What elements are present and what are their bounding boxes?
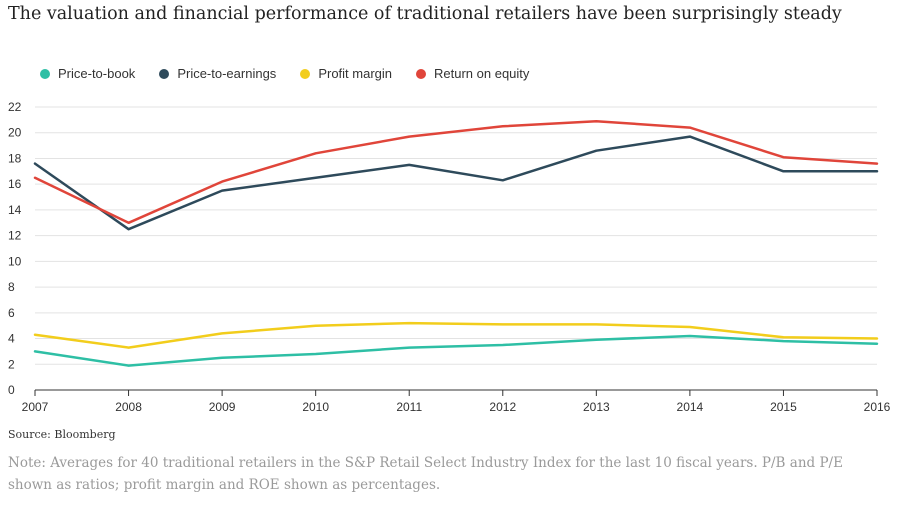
y-tick-label: 14 bbox=[8, 203, 22, 217]
y-tick-label: 12 bbox=[8, 229, 22, 243]
series-line-profit-margin bbox=[33, 321, 879, 349]
note-text: Note: Averages for 40 traditional retail… bbox=[8, 455, 843, 493]
x-tick-label: 2012 bbox=[489, 400, 516, 414]
series-line-price-to-book bbox=[33, 334, 879, 367]
y-tick-label: 8 bbox=[8, 280, 15, 294]
legend-dot-icon bbox=[416, 68, 427, 79]
legend-label: Price-to-book bbox=[58, 66, 136, 81]
x-tick-label: 2015 bbox=[770, 400, 797, 414]
legend-dot-icon bbox=[300, 68, 311, 79]
legend: Price-to-book Price-to-earnings Profit m… bbox=[40, 66, 553, 81]
x-tick-label: 2014 bbox=[677, 400, 704, 414]
x-tick-label: 2007 bbox=[22, 400, 49, 414]
chart-title: The valuation and financial performance … bbox=[8, 4, 842, 24]
legend-item-return-on-equity[interactable]: Return on equity bbox=[416, 66, 529, 81]
y-tick-label: 2 bbox=[8, 357, 15, 371]
y-tick-label: 6 bbox=[8, 306, 15, 320]
legend-dot-icon bbox=[40, 68, 50, 79]
source-text: Source: Bloomberg bbox=[8, 428, 116, 441]
legend-item-price-to-book[interactable]: Price-to-book bbox=[40, 66, 135, 81]
line-chart: 0 2 4 6 8 10 12 14 16 18 20 22 2007 2008 2009 2010 2011 2… bbox=[8, 100, 891, 414]
x-tick-label: 2009 bbox=[209, 400, 236, 414]
x-tick-label: 2010 bbox=[302, 400, 329, 414]
legend-label: Profit margin bbox=[318, 66, 393, 81]
x-tick-label: 2013 bbox=[583, 400, 610, 414]
x-tick-label: 2016 bbox=[864, 400, 891, 414]
y-tick-label: 20 bbox=[8, 126, 22, 140]
series-line-return-on-equity bbox=[33, 119, 879, 225]
legend-label: Return on equity bbox=[434, 66, 530, 81]
legend-label: Price-to-earnings bbox=[177, 66, 277, 81]
y-tick-label: 4 bbox=[8, 332, 15, 346]
series-line-price-to-earnings bbox=[33, 135, 879, 231]
y-tick-label: 16 bbox=[8, 177, 22, 191]
y-tick-label: 10 bbox=[8, 254, 22, 268]
legend-item-price-to-earnings[interactable]: Price-to-earnings bbox=[159, 66, 276, 81]
y-tick-label: 0 bbox=[8, 383, 15, 397]
legend-item-profit-margin[interactable]: Profit margin bbox=[300, 66, 392, 81]
y-tick-label: 22 bbox=[8, 100, 22, 114]
x-tick-label: 2008 bbox=[115, 400, 142, 414]
legend-dot-icon bbox=[159, 68, 170, 79]
x-tick-label: 2011 bbox=[396, 400, 422, 414]
y-tick-label: 18 bbox=[8, 151, 22, 165]
